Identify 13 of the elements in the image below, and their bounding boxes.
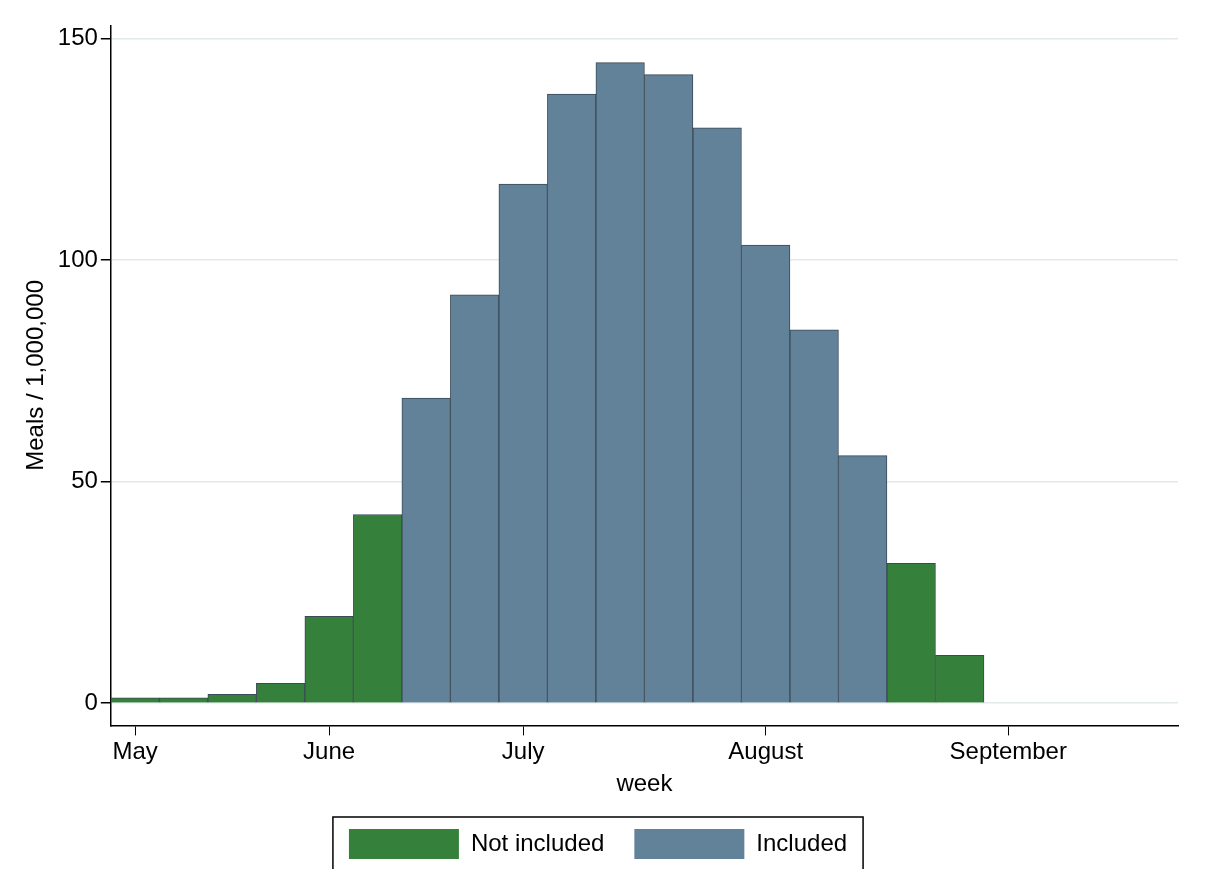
legend-label: Not included bbox=[470, 828, 605, 856]
x-tick-label: September bbox=[949, 737, 1067, 765]
y-tick-label: 0 bbox=[84, 687, 98, 715]
y-tick-label: 50 bbox=[71, 466, 98, 494]
x-tick-label: June bbox=[303, 737, 356, 765]
legend-label: Included bbox=[756, 828, 848, 856]
y-tick-label: 100 bbox=[57, 244, 98, 272]
y-tick-label: 150 bbox=[57, 23, 98, 51]
y-axis-title: Meals / 1,000,000 bbox=[21, 280, 49, 471]
x-tick-label: July bbox=[501, 737, 545, 765]
x-tick-label: May bbox=[112, 737, 158, 765]
x-axis-title: week bbox=[615, 769, 674, 797]
x-tick-label: August bbox=[728, 737, 804, 765]
